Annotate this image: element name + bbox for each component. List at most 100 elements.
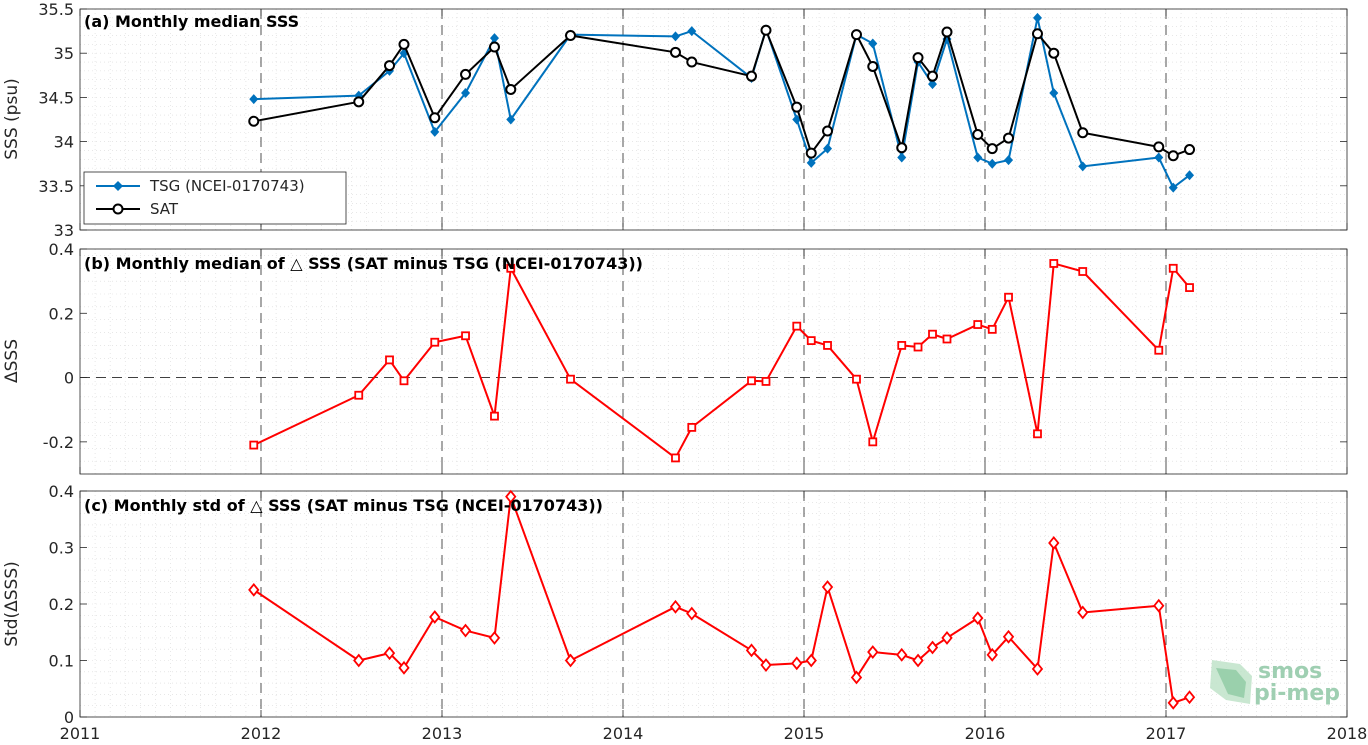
data-point: [760, 24, 772, 36]
data-point: [1184, 144, 1196, 156]
data-point: [1048, 47, 1060, 59]
data-point: [850, 29, 862, 41]
y-tick-label: 0.2: [49, 595, 74, 614]
data-point: [461, 87, 471, 98]
data-point: [1004, 155, 1014, 166]
y-tick-label: 0.4: [49, 240, 74, 259]
data-point: [867, 60, 879, 72]
y-tick-label: 0.2: [49, 304, 74, 323]
grid-layer: [80, 8, 1347, 718]
data-point: [506, 114, 516, 125]
data-point: [927, 70, 939, 82]
data-point: [868, 437, 878, 447]
data-point: [913, 342, 923, 352]
data-point: [459, 623, 472, 638]
data-point: [1002, 629, 1015, 644]
data-point: [805, 147, 817, 159]
data-point: [1168, 263, 1178, 273]
data-point: [896, 647, 908, 662]
data-point: [686, 56, 698, 68]
data-point: [792, 321, 802, 331]
y-tick-label: -0.2: [43, 433, 74, 452]
data-point: [670, 31, 680, 42]
x-tick-label: 2016: [965, 724, 1006, 743]
data-point: [791, 656, 803, 671]
data-point: [987, 324, 997, 334]
data-point: [384, 60, 396, 72]
data-point: [1032, 12, 1042, 23]
data-point: [941, 630, 953, 645]
data-point: [973, 320, 983, 329]
x-tick-label: 2018: [1327, 724, 1368, 743]
data-point: [1168, 182, 1178, 193]
y-tick-label: 34: [54, 133, 74, 152]
data-point: [896, 142, 908, 154]
series-line: [253, 262, 1191, 459]
x-tick-label: 2011: [60, 724, 101, 743]
data-point: [564, 653, 577, 668]
data-point: [671, 453, 680, 463]
series-line: [253, 16, 1191, 189]
data-point: [353, 653, 365, 668]
data-point: [1049, 87, 1059, 98]
data-point: [1185, 283, 1194, 292]
data-point: [249, 440, 259, 450]
data-point: [461, 331, 470, 341]
data-point: [806, 336, 816, 346]
data-point: [1031, 662, 1044, 676]
data-point: [928, 79, 938, 90]
data-point: [1153, 141, 1165, 153]
data-point: [1167, 695, 1179, 710]
data-point: [429, 112, 441, 124]
data-point: [1004, 292, 1013, 302]
data-point: [972, 129, 984, 141]
data-point: [986, 143, 998, 155]
tick-labels: 33 33.5 34 34.5 35 35.5 -0.2 0 0.2 0.4 0 0.1 0.2 0.3 0…: [38, 0, 1367, 743]
panel-a-title: (a) Monthly median SSS: [84, 12, 299, 31]
data-point: [928, 329, 937, 339]
smos-pi-mep-logo: smos pi-mep: [1210, 659, 1340, 706]
data-point: [1154, 152, 1164, 163]
data-point: [506, 263, 516, 273]
x-tick-label: 2012: [241, 724, 282, 743]
data-point: [490, 411, 499, 421]
panel-c-title: (c) Monthly std of △ SSS (SAT minus TSG …: [84, 496, 603, 515]
data-point: [669, 46, 681, 58]
data-point: [850, 670, 863, 685]
data-point: [488, 41, 500, 53]
y-tick-label: 0.4: [49, 482, 74, 501]
data-point: [1153, 598, 1165, 613]
x-tick-label: 2013: [422, 724, 463, 743]
data-point: [972, 611, 984, 626]
data-point: [430, 126, 440, 137]
data-point: [488, 630, 501, 645]
data-point: [354, 390, 364, 400]
data-point: [686, 606, 698, 621]
y-tick-label: 34.5: [38, 88, 74, 107]
y-tick-label: 0.1: [49, 652, 74, 671]
y-tick-label: 35.5: [38, 0, 74, 19]
data-point: [248, 582, 260, 597]
data-point: [505, 83, 517, 95]
legend: TSG (NCEI-0170743) SAT: [83, 171, 347, 225]
data-point: [805, 653, 817, 668]
data-point: [821, 580, 834, 594]
data-point: [897, 341, 907, 350]
data-point: [429, 610, 441, 624]
data-point: [687, 422, 697, 432]
data-point: [912, 653, 924, 668]
data-point: [1183, 690, 1196, 705]
data-point: [1077, 127, 1089, 139]
data-point: [505, 489, 517, 504]
x-tick-label: 2015: [784, 724, 825, 743]
data-point: [987, 158, 997, 169]
legend-marker-tsg: [113, 181, 123, 191]
y-tick-label: 0: [64, 708, 74, 727]
data-point: [897, 152, 907, 163]
data-point: [746, 70, 758, 82]
data-point: [791, 101, 803, 113]
data-point: [1185, 170, 1195, 181]
data-point: [669, 599, 682, 614]
series-layer: [248, 12, 1196, 710]
data-point: [806, 157, 816, 168]
